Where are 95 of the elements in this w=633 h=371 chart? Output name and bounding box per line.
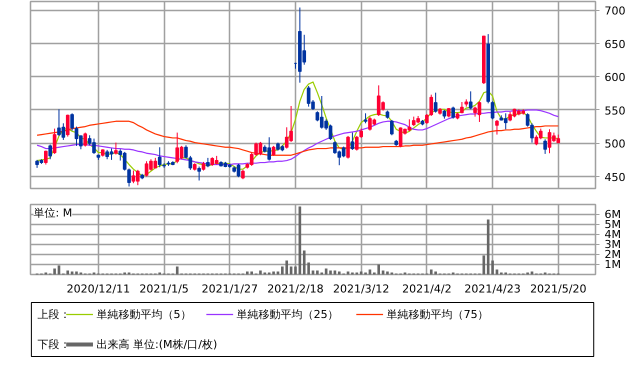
candlestick <box>149 158 153 172</box>
candlestick <box>425 113 429 124</box>
candlestick <box>175 132 180 164</box>
candlestick <box>504 112 508 130</box>
annotation: 単位: M <box>34 206 72 220</box>
candlestick <box>83 132 88 148</box>
bar <box>176 266 179 274</box>
y-tick-label: 600 <box>604 71 626 84</box>
bar <box>58 266 60 274</box>
candlestick <box>241 169 245 180</box>
candlestick <box>543 138 547 154</box>
candlestick <box>284 126 289 150</box>
candlestick <box>359 128 363 138</box>
candlestick <box>354 135 359 152</box>
candlestick <box>92 138 96 154</box>
y-tick-label: 5M <box>604 218 621 231</box>
y-tick-label: 3M <box>604 238 621 251</box>
x-tick-label: 2021/4/23 <box>464 282 521 296</box>
candlestick <box>350 132 354 150</box>
bar <box>430 270 433 274</box>
candlestick <box>390 119 394 136</box>
legend-label: 単純移動平均（5） <box>96 308 192 321</box>
candlestick <box>548 128 552 154</box>
y-tick-label: 4M <box>604 228 621 241</box>
bar <box>302 250 306 274</box>
candlestick <box>534 134 538 146</box>
candlestick <box>468 90 472 110</box>
x-tick-label: 2021/5/20 <box>530 282 586 296</box>
y-tick-label: 450 <box>604 171 626 184</box>
candlestick <box>451 106 455 120</box>
candlestick <box>188 155 192 170</box>
candlestick <box>376 84 381 116</box>
candlestick <box>114 142 118 156</box>
candlestick <box>346 135 350 160</box>
legend-label: 単純移動平均（25） <box>236 308 339 321</box>
legend-label: 出来高 単位:(M株/口/枚) <box>96 338 218 351</box>
legend-label: 単純移動平均（75） <box>386 308 489 321</box>
x-tick-label: 2021/1/27 <box>202 282 258 296</box>
candlestick <box>184 144 188 160</box>
candlestick <box>206 157 210 168</box>
candlestick <box>368 116 372 132</box>
candlestick <box>66 114 70 138</box>
candlestick <box>236 163 240 178</box>
candlestick <box>434 92 438 114</box>
candlestick <box>495 119 499 136</box>
candlestick <box>364 112 368 124</box>
x-tick-label: 2021/2/18 <box>267 282 324 296</box>
y-tick-label: 2M <box>604 248 621 261</box>
candlestick <box>180 145 184 160</box>
bar <box>66 270 70 274</box>
x-tick-label: 2020/12/11 <box>66 282 130 296</box>
y-tick-label: 550 <box>604 104 626 118</box>
y-tick-label: 650 <box>604 38 626 51</box>
x-tick-label: 2021/1/5 <box>139 282 189 296</box>
candlestick <box>48 144 52 160</box>
bar <box>338 272 341 274</box>
candlestick <box>342 146 346 158</box>
bar <box>377 264 380 274</box>
candlestick <box>127 168 131 188</box>
x-tick-label: 2021/3/12 <box>332 282 390 296</box>
bar <box>329 270 332 274</box>
bar <box>346 272 350 274</box>
candlestick <box>267 136 272 162</box>
bar <box>246 272 249 274</box>
candlestick <box>57 108 61 136</box>
y-tick-label: 700 <box>604 4 626 18</box>
candlestick <box>136 169 140 186</box>
candlestick <box>122 151 126 172</box>
bar <box>486 220 490 274</box>
candlestick <box>110 148 114 160</box>
candlestick <box>272 145 276 156</box>
bar <box>285 260 288 274</box>
y-tick-label: 6M <box>604 208 621 221</box>
bar <box>75 272 78 274</box>
bar <box>386 272 389 274</box>
y-tick-label: 500 <box>604 138 626 151</box>
x-tick-label: 2021/4/2 <box>402 282 452 296</box>
candlestick <box>460 101 464 114</box>
candlestick <box>132 170 136 184</box>
candlestick <box>52 128 56 154</box>
candlestick <box>320 96 324 130</box>
candlestick <box>197 166 201 182</box>
legend-title: 下段： <box>38 338 71 351</box>
candlestick <box>473 106 477 118</box>
candlestick <box>412 116 416 126</box>
candlestick <box>333 140 337 154</box>
candlestick <box>429 94 434 116</box>
candlestick <box>44 150 48 166</box>
bar <box>482 256 486 274</box>
bar <box>530 272 534 274</box>
candlestick <box>328 124 332 140</box>
legend-title: 上段： <box>38 308 71 321</box>
candlestick <box>490 100 494 120</box>
y-tick-label: 1M <box>604 258 621 271</box>
candlestick <box>158 146 162 168</box>
